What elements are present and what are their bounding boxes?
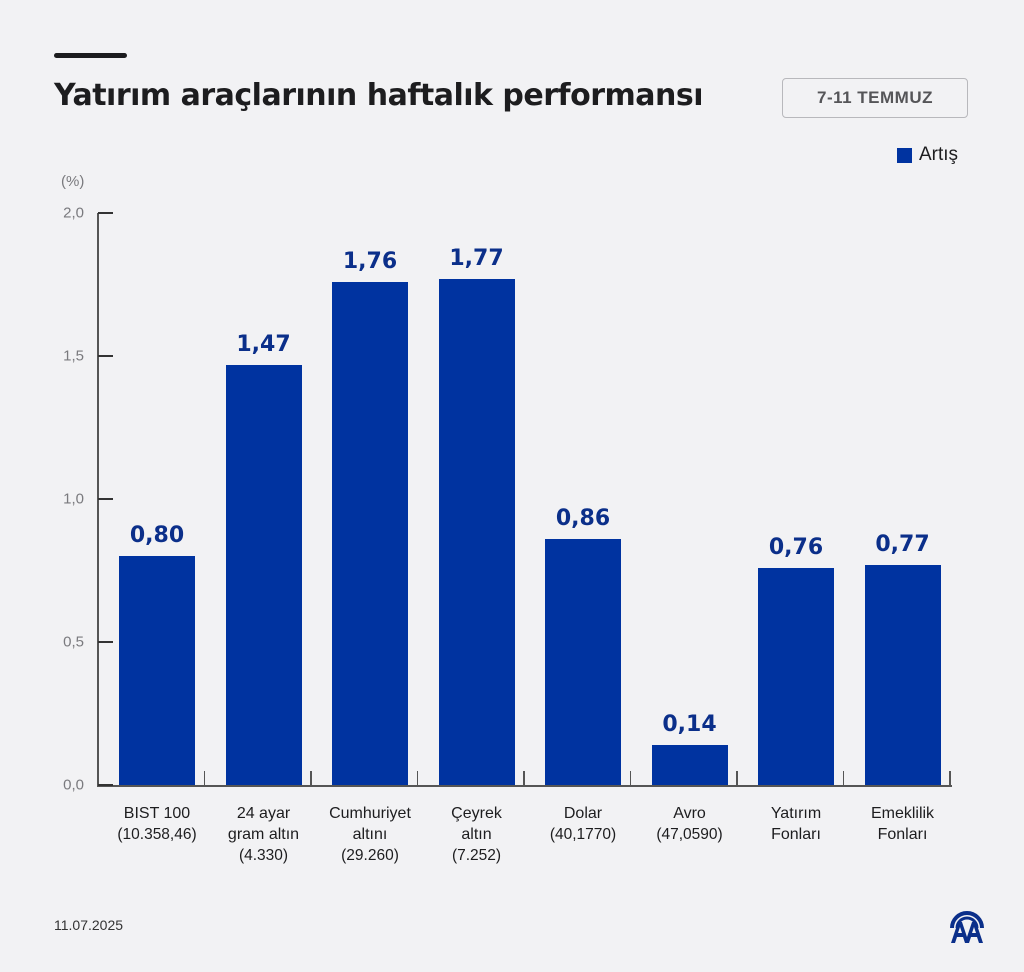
aa-logo-icon — [950, 911, 984, 943]
bar-value-label: 1,76 — [342, 248, 398, 274]
y-tick — [98, 355, 113, 357]
category-label-line: Fonları — [877, 826, 928, 843]
category-label-line: (29.260) — [341, 847, 399, 864]
y-tick — [98, 784, 113, 786]
category-label: Çeyrek altın (7.252) — [417, 803, 537, 866]
category-label: Avro (47,0590) — [630, 803, 750, 845]
x-tick — [736, 771, 738, 785]
x-axis — [97, 785, 952, 787]
y-tick-label: 1,5 — [63, 347, 84, 365]
category-label-line: Cumhuriyet — [329, 805, 411, 822]
category-label-line: (47,0590) — [656, 826, 723, 843]
category-label-line: 24 ayar — [236, 805, 291, 822]
bar-value-label: 0,14 — [662, 711, 717, 737]
x-tick — [523, 771, 525, 785]
bar-value-label: 1,77 — [449, 245, 504, 271]
category-label-line: altını — [352, 826, 388, 843]
bar-value-label: 0,77 — [875, 531, 930, 557]
category-label-line: Avro — [673, 805, 706, 822]
category-label-line: Dolar — [563, 805, 603, 822]
publish-date: 11.07.2025 — [54, 917, 124, 933]
y-tick — [98, 212, 113, 214]
category-label-line: Yatırım — [770, 805, 822, 822]
y-tick — [98, 498, 113, 500]
x-tick — [310, 771, 312, 785]
x-tick — [842, 771, 845, 785]
category-label-line: (7.252) — [451, 847, 502, 864]
legend: Artış — [897, 144, 958, 166]
category-label: Emeklilik Fonları — [843, 803, 963, 845]
category-label-line: Fonları — [771, 826, 821, 843]
x-tick — [629, 771, 632, 785]
category-label: Cumhuriyet altını (29.260) — [310, 803, 430, 866]
bar — [119, 556, 195, 785]
x-tick — [949, 771, 951, 785]
category-label-line: (10.358,46) — [117, 826, 197, 843]
bar-value-label: 0,80 — [129, 523, 185, 549]
y-axis — [97, 213, 99, 786]
category-label: 24 ayar gram altın (4.330) — [204, 803, 324, 866]
chart-title: Yatırım araçlarının haftalık performansı — [54, 78, 704, 113]
bar — [332, 281, 408, 785]
category-label-line: (4.330) — [238, 847, 289, 864]
y-tick-label: 2,0 — [63, 204, 84, 222]
y-tick-label: 0,0 — [63, 776, 84, 794]
bar — [651, 744, 728, 785]
category-label: BIST 100 (10.358,46) — [97, 803, 217, 845]
bar — [758, 567, 834, 785]
bar-value-label: 1,47 — [236, 331, 291, 357]
bar-value-label: 0,86 — [555, 506, 611, 532]
bar — [545, 539, 621, 785]
category-label: Dolar (40,1770) — [523, 803, 643, 845]
category-label: Yatırım Fonları — [736, 803, 856, 845]
bar — [225, 364, 302, 785]
category-label-line: BIST 100 — [123, 805, 191, 822]
title-accent-rule — [54, 53, 127, 58]
bar — [864, 564, 941, 785]
y-tick — [98, 641, 113, 643]
category-label-line: gram altın — [227, 826, 300, 843]
category-label-line: altın — [461, 826, 492, 843]
x-tick — [203, 771, 206, 785]
category-label-line: (40,1770) — [549, 826, 617, 843]
legend-swatch — [897, 147, 912, 163]
bar-value-label: 0,76 — [768, 534, 824, 560]
x-tick — [416, 771, 419, 785]
category-label-line: Çeyrek — [451, 805, 502, 822]
category-label-line: Emeklilik — [870, 805, 935, 822]
y-tick-label: 0,5 — [63, 633, 84, 651]
y-axis-unit-label: (%) — [61, 173, 85, 190]
y-tick-label: 1,0 — [63, 490, 84, 508]
legend-label: Artış — [919, 144, 959, 165]
date-range-badge: 7-11 TEMMUZ — [782, 78, 968, 118]
bar — [438, 278, 515, 785]
